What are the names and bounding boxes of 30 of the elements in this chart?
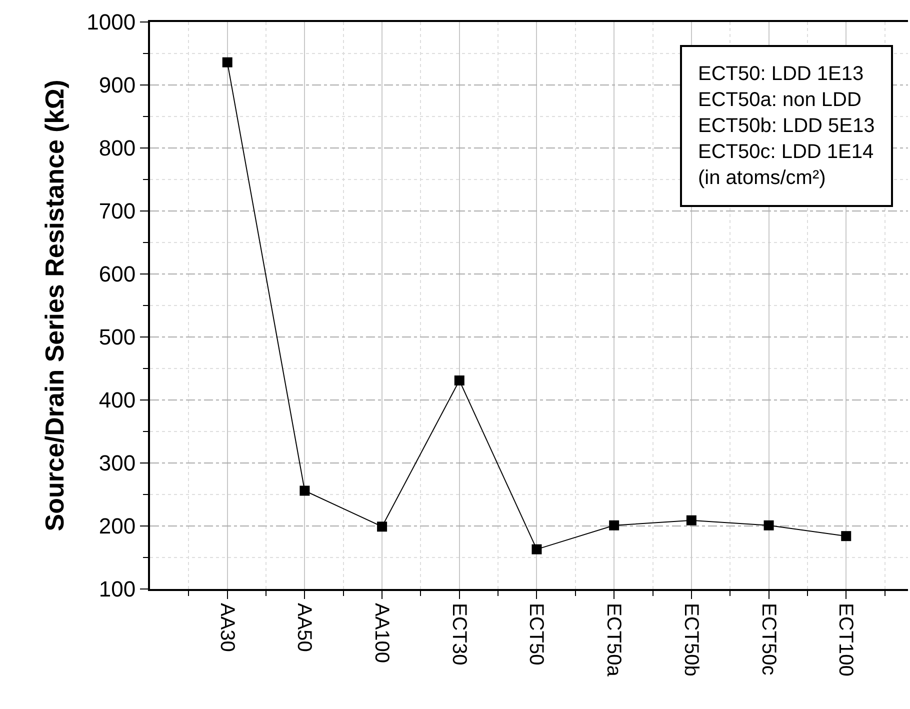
y-tick-label: 800 xyxy=(98,136,136,161)
point xyxy=(377,522,388,532)
point xyxy=(609,520,620,530)
y-axis-title: Source/Drain Series Resistance (kΩ) xyxy=(40,80,70,532)
y-tick-label: 1000 xyxy=(86,10,136,35)
y-tick-label: 900 xyxy=(98,72,136,98)
point xyxy=(300,486,310,496)
x-tick-label: AA50 xyxy=(293,603,316,652)
point xyxy=(841,531,852,542)
x-tick-label: ECT50b xyxy=(680,603,702,676)
x-tick-label: AA100 xyxy=(370,603,393,664)
x-tick-label: ECT50a xyxy=(602,603,625,678)
point xyxy=(532,544,542,554)
y-tick-label: 400 xyxy=(98,388,136,413)
y-tick-label: 600 xyxy=(98,262,136,287)
x-tick-label: ECT50 xyxy=(525,603,548,666)
point xyxy=(222,57,232,68)
point xyxy=(764,520,774,530)
x-tick-label: ECT50c xyxy=(757,603,780,676)
x-tick-label: ECT100 xyxy=(834,603,857,676)
y-tick-label: 200 xyxy=(98,514,136,539)
annotation: ECT50: LDD 1E13 ECT50a: non LDD ECT50b: LDD 5E13 ECT50c: LDD 1E14 (in atoms/cm²) xyxy=(698,63,875,189)
x-tick-label: ECT30 xyxy=(448,603,470,666)
point xyxy=(686,515,696,526)
point xyxy=(454,375,464,386)
y-tick-label: 700 xyxy=(98,198,136,224)
y-tick-label: 300 xyxy=(98,450,136,476)
y-tick-label: 500 xyxy=(98,324,136,350)
x-tick-label: AA30 xyxy=(216,603,238,652)
y-tick-label: 100 xyxy=(98,576,136,602)
